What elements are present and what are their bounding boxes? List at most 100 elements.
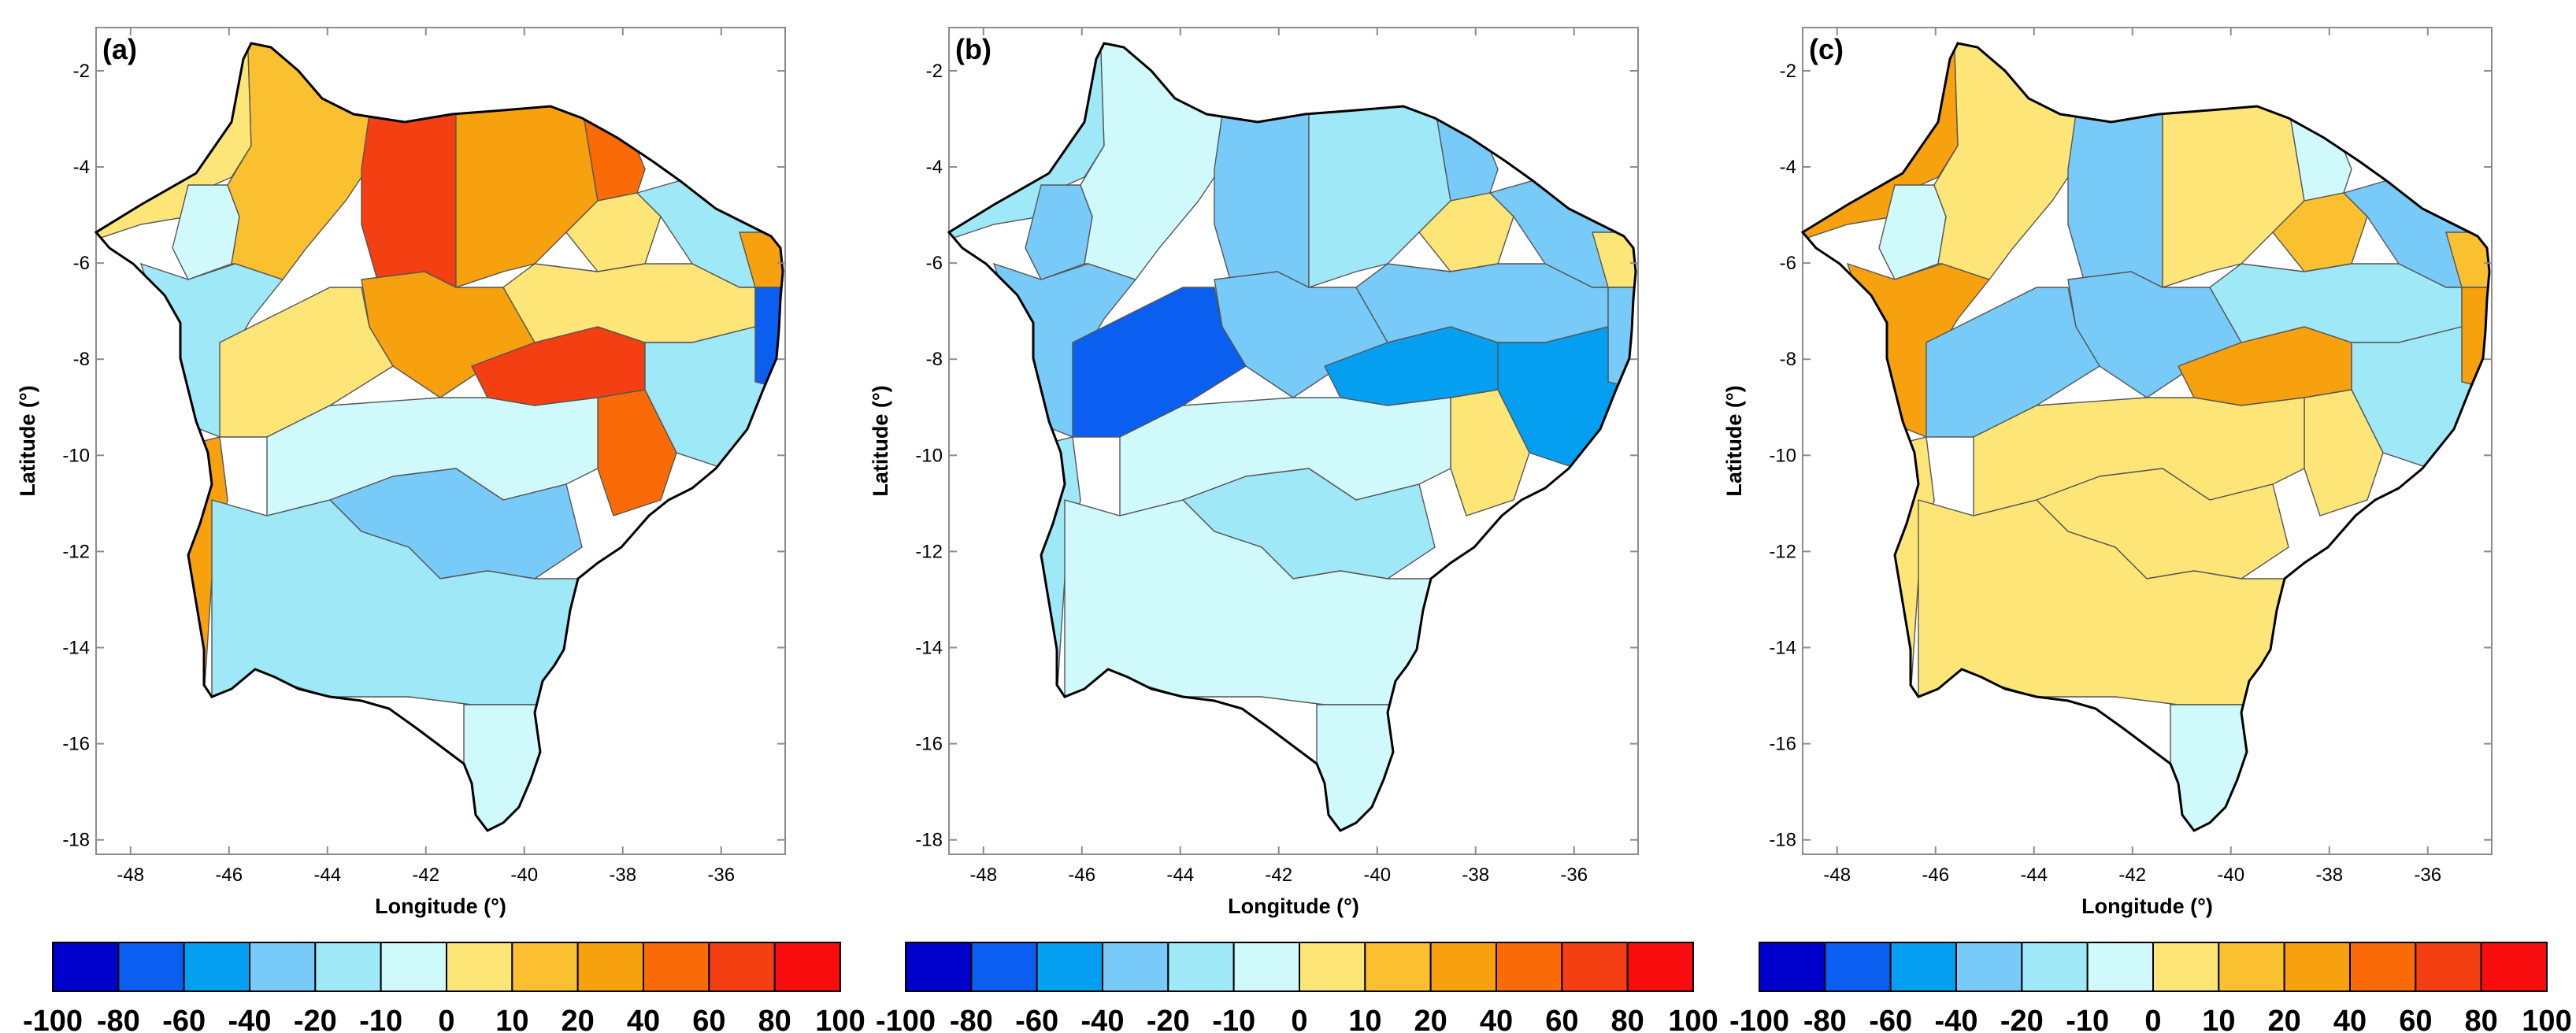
y-tick-label: -8 xyxy=(926,349,943,370)
panel-label: (a) xyxy=(102,33,137,65)
x-tick-label: -42 xyxy=(2118,865,2146,886)
x-tick-label: -42 xyxy=(1265,865,1292,886)
colorbar-swatch xyxy=(2152,942,2220,992)
colorbar-label: 60 xyxy=(692,1005,725,1033)
x-tick-label: -40 xyxy=(2217,865,2244,886)
colorbar-label: 100 xyxy=(2522,1005,2571,1033)
colorbar-label: -60 xyxy=(1015,1005,1058,1033)
colorbar-label: -20 xyxy=(294,1005,337,1033)
y-tick-label: -2 xyxy=(1780,61,1796,82)
colorbar-swatch xyxy=(1889,942,1958,992)
ne-brazil-map xyxy=(1801,42,2491,832)
x-tick-label: -46 xyxy=(1922,865,1949,886)
y-tick-label: -2 xyxy=(926,61,943,82)
colorbar-swatch xyxy=(117,942,185,992)
region-pi-center xyxy=(219,287,394,438)
colorbar-swatch xyxy=(970,942,1038,992)
y-axis-title: Latitude (°) xyxy=(1722,385,1746,496)
colorbar-swatch xyxy=(249,942,317,992)
colorbar-swatch xyxy=(314,942,382,992)
colorbar-label: 20 xyxy=(562,1005,595,1033)
x-tick-label: -48 xyxy=(969,865,997,886)
region-layer xyxy=(947,42,1637,832)
colorbar-swatch xyxy=(1036,942,1103,992)
colorbar: -100 -80 -60 -40 -20 -10 0 10 20 40 60 80 100 xyxy=(23,942,865,1033)
colorbar-label: -60 xyxy=(1869,1005,1912,1033)
x-tick-label: -46 xyxy=(1068,865,1095,886)
colorbar-label: -10 xyxy=(2066,1005,2109,1033)
colorbar-label: -40 xyxy=(1935,1005,1978,1033)
region-ba-tail xyxy=(463,704,583,831)
colorbar-swatch xyxy=(511,942,579,992)
colorbar-label: -100 xyxy=(23,1005,83,1033)
region-ce-west xyxy=(2162,106,2305,288)
colorbar-label: 100 xyxy=(815,1005,865,1033)
region-pi-north xyxy=(2067,113,2163,289)
colorbar-swatch xyxy=(1626,942,1695,992)
y-tick-label: -10 xyxy=(915,445,943,466)
y-tick-label: -8 xyxy=(1780,349,1796,370)
colorbar-label: -40 xyxy=(1081,1005,1125,1033)
colorbar-label: 80 xyxy=(2465,1005,2498,1033)
colorbar-label: 60 xyxy=(1545,1005,1578,1033)
y-tick-label: -6 xyxy=(1780,253,1796,274)
colorbar-label: -100 xyxy=(1729,1005,1789,1033)
x-tick-label: -44 xyxy=(2020,865,2048,886)
y-tick-label: -12 xyxy=(915,541,943,562)
colorbar-swatch xyxy=(52,942,120,992)
colorbar-swatch xyxy=(2415,942,2482,992)
colorbar-swatch xyxy=(2086,942,2155,992)
y-tick-label: -16 xyxy=(1769,734,1796,755)
x-tick-label: -38 xyxy=(2315,865,2343,886)
region-pi-center xyxy=(1926,287,2100,438)
colorbar-swatch xyxy=(2021,942,2089,992)
y-tick-label: -2 xyxy=(73,61,90,82)
region-layer xyxy=(1801,42,2491,832)
colorbar-swatch xyxy=(183,942,251,992)
colorbar-swatch xyxy=(1299,942,1366,992)
y-tick-label: -16 xyxy=(915,734,943,755)
map-panel-b: (b) xyxy=(947,27,1639,855)
region-ba-tail xyxy=(2170,704,2289,831)
x-tick-label: -44 xyxy=(313,865,341,886)
colorbar-label: 20 xyxy=(2268,1005,2301,1033)
colorbar-swatch xyxy=(446,942,513,992)
axes-layer: -48 -46 -44 -42 -40 -38 -36 -2 -4 -6 -8 -10 -12 -14 -1… xyxy=(16,28,2492,918)
x-tick-label: -40 xyxy=(1363,865,1391,886)
colorbar-label: -10 xyxy=(359,1005,402,1033)
colorbar-swatch xyxy=(905,942,973,992)
colorbar-swatch xyxy=(1561,942,1629,992)
y-tick-label: -4 xyxy=(926,157,943,178)
colorbar-label: 0 xyxy=(438,1005,454,1033)
colorbar-swatch xyxy=(1759,942,1826,992)
y-axis-title: Latitude (°) xyxy=(869,385,892,496)
colorbar-label: -100 xyxy=(876,1005,936,1033)
colorbar: -100 -80 -60 -40 -20 -10 0 10 20 40 60 80 100 xyxy=(1729,942,2572,1033)
ne-brazil-map xyxy=(95,42,784,832)
colorbar-label: 0 xyxy=(2144,1005,2161,1033)
y-tick-label: -16 xyxy=(62,734,90,755)
colorbar-label: 80 xyxy=(1611,1005,1644,1033)
colorbar-label: -10 xyxy=(1212,1005,1255,1033)
colorbar-label: 0 xyxy=(1291,1005,1307,1033)
colorbar-label: 60 xyxy=(2399,1005,2432,1033)
y-tick-label: -18 xyxy=(1769,830,1796,851)
colorbar-swatch xyxy=(2480,942,2548,992)
y-tick-label: -18 xyxy=(62,830,90,851)
region-layer xyxy=(95,42,784,832)
region-ce-west xyxy=(455,106,599,288)
region-ce-west xyxy=(1308,106,1451,288)
colorbar-swatch xyxy=(1102,942,1169,992)
colorbar-swatch xyxy=(576,942,645,992)
map-panel-c: (c) xyxy=(1801,27,2493,855)
region-west-south xyxy=(949,436,1081,753)
y-axis-title: Latitude (°) xyxy=(16,385,39,496)
region-west-south xyxy=(96,436,228,753)
colorbar-label: -20 xyxy=(2000,1005,2044,1033)
map-frame xyxy=(948,27,1639,855)
ne-brazil-map xyxy=(947,42,1637,832)
y-tick-label: -14 xyxy=(915,638,943,659)
x-tick-label: -46 xyxy=(215,865,243,886)
colorbar-label: -80 xyxy=(950,1005,993,1033)
